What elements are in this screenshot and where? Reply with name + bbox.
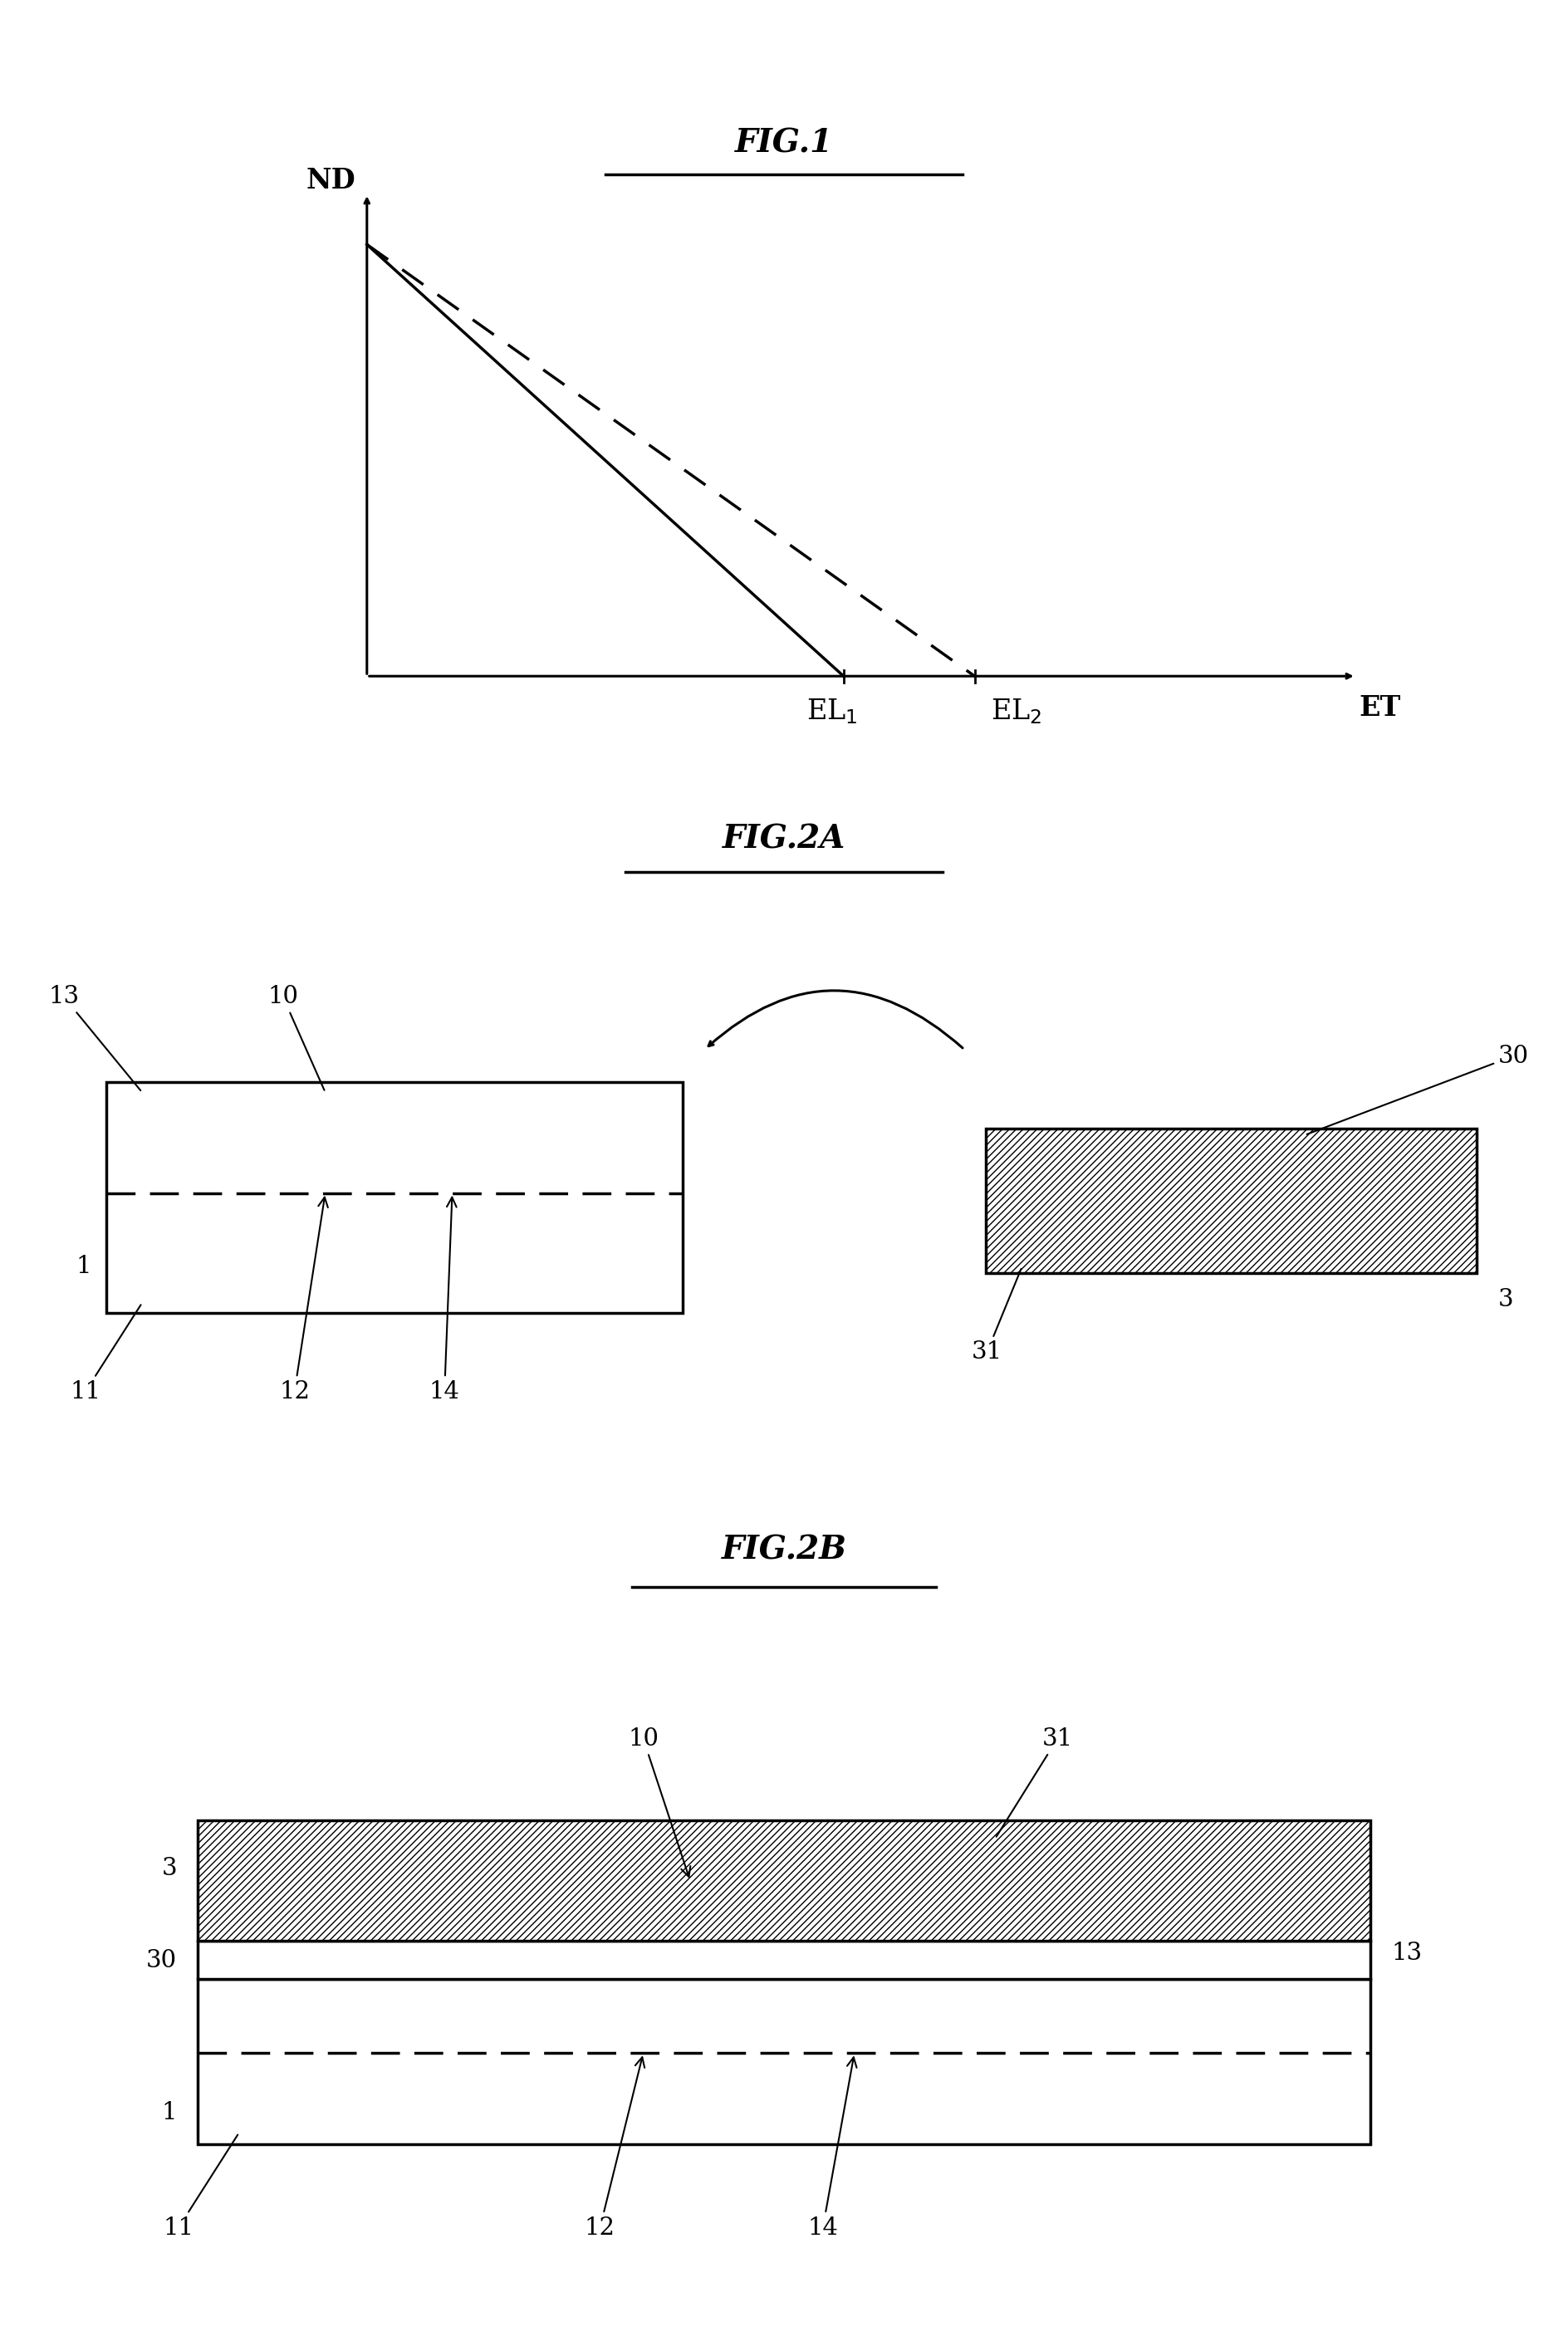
- Bar: [198, 1820, 1370, 1942]
- Text: 1: 1: [162, 2102, 177, 2125]
- Bar: [107, 1081, 684, 1312]
- Text: EL$_1$: EL$_1$: [806, 696, 858, 726]
- Text: 3: 3: [162, 1857, 177, 1881]
- Text: FIG.2A: FIG.2A: [723, 823, 845, 856]
- Text: 12: 12: [279, 1197, 328, 1404]
- Text: 13: 13: [49, 985, 141, 1091]
- Bar: [986, 1128, 1477, 1274]
- Text: 13: 13: [1391, 1942, 1422, 1965]
- Text: 14: 14: [430, 1197, 459, 1404]
- Bar: [198, 1980, 1370, 2144]
- Text: ND: ND: [306, 167, 356, 195]
- Text: EL$_2$: EL$_2$: [991, 696, 1041, 726]
- Text: 31: 31: [996, 1728, 1073, 1836]
- Text: 31: 31: [972, 1270, 1021, 1364]
- Text: 3: 3: [1497, 1288, 1513, 1312]
- Text: 11: 11: [71, 1305, 141, 1404]
- Text: 30: 30: [1306, 1044, 1529, 1133]
- Text: 10: 10: [627, 1728, 690, 1876]
- Text: 11: 11: [163, 2135, 238, 2241]
- Text: 14: 14: [808, 2057, 856, 2241]
- Text: ET: ET: [1359, 694, 1400, 722]
- Bar: [198, 1942, 1370, 1980]
- Text: 1: 1: [77, 1255, 91, 1279]
- Text: FIG.1: FIG.1: [735, 127, 833, 160]
- Text: 12: 12: [585, 2057, 644, 2241]
- Text: 10: 10: [268, 985, 325, 1091]
- Text: FIG.2B: FIG.2B: [721, 1533, 847, 1566]
- Text: 30: 30: [146, 1949, 177, 1972]
